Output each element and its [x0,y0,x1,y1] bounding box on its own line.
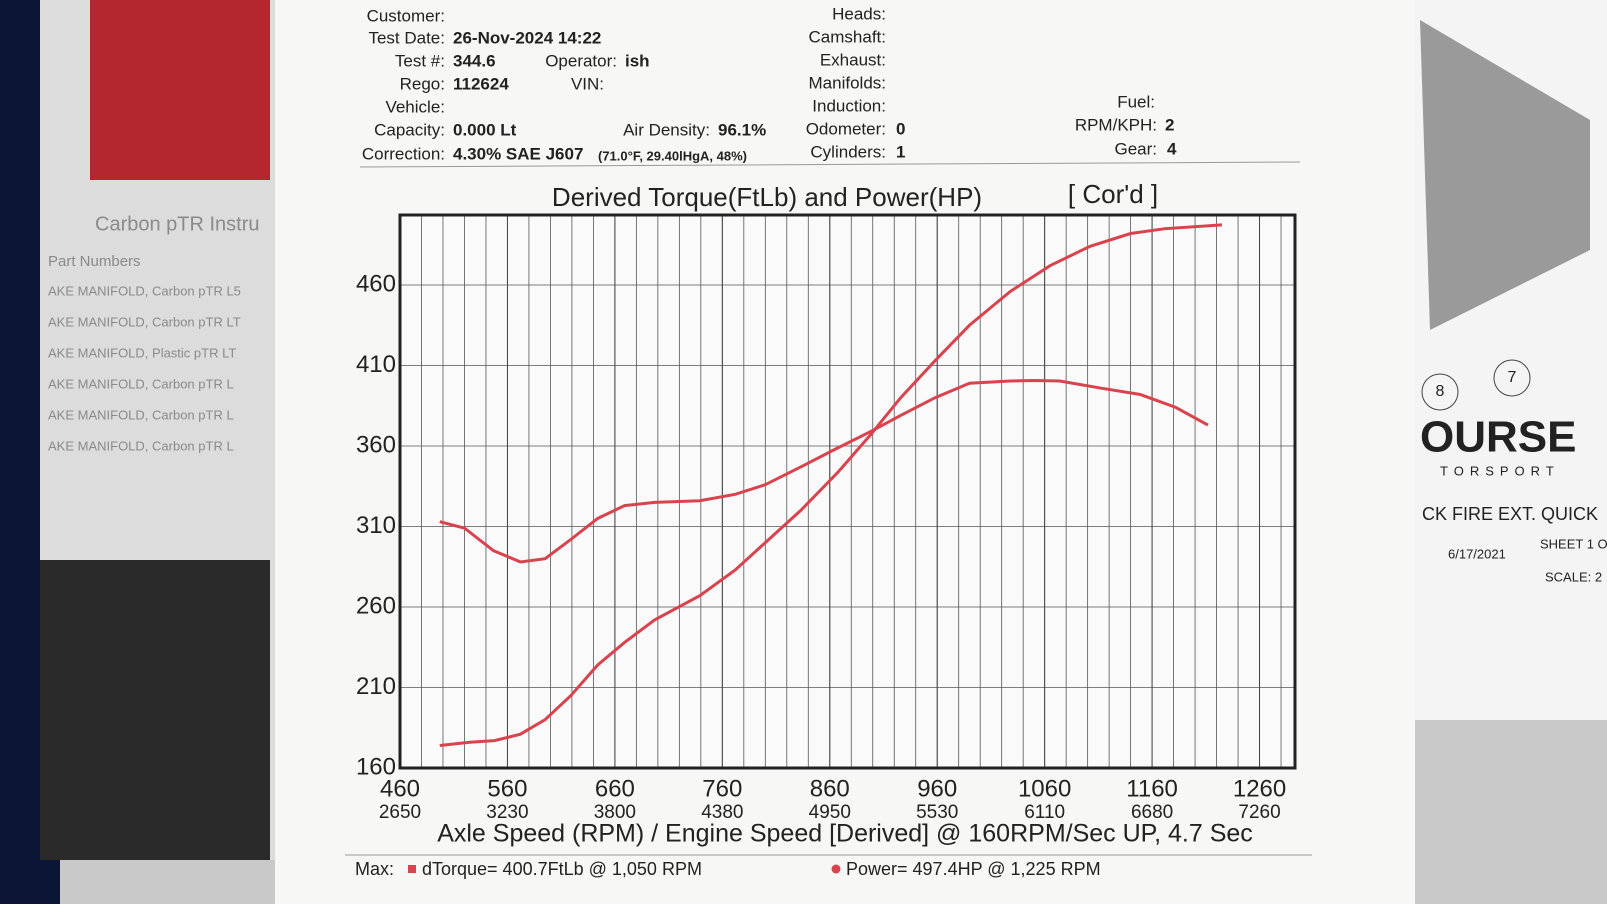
plot-frame [398,213,1297,770]
field-label: Manifolds: [809,73,886,92]
field-value: 96.1% [718,120,766,139]
brochure-sub: Part Numbers [48,253,141,270]
field-value: 0 [896,119,905,138]
series-line [439,223,1223,747]
x-tick-label: 560 [487,775,527,802]
field-label: Fuel: [1117,92,1155,111]
x-tick-label: 460 [380,775,420,802]
field-label: Vehicle: [385,97,445,116]
field-value: 1 [896,142,905,161]
field-label: Exhaust: [820,50,886,69]
brochure-item: AKE MANIFOLD, Carbon pTR L [48,376,234,391]
y-tick-label: 310 [356,512,396,539]
x2-tick-label: 4950 [809,802,851,823]
brochure-title: Carbon pTR Instru [95,213,260,235]
footer-power: Power= 497.4HP @ 1,225 RPM [846,859,1101,879]
field-label: Air Density: [623,120,710,139]
x-tick-label: 1060 [1018,775,1071,802]
field-label: Camshaft: [809,27,886,46]
field-value: 0.000 Lt [453,120,517,139]
drawing-date: 6/17/2021 [1448,546,1506,561]
field-label: RPM/KPH: [1075,115,1157,134]
series-line [439,378,1209,564]
drawing-part [1420,20,1590,330]
field-label: Test Date: [368,28,445,47]
drawing-brand: OURSE [1420,413,1576,462]
x-tick-label: 660 [595,775,635,802]
field-label: Capacity: [374,120,445,139]
drawing-scale: SCALE: 2 [1545,569,1602,584]
x2-tick-label: 2650 [379,802,421,823]
x2-tick-label: 6110 [1024,802,1065,823]
x-tick-label: 1160 [1126,775,1178,802]
brochure-item: AKE MANIFOLD, Carbon pTR L [48,407,234,422]
callout-label: 8 [1436,383,1445,400]
footer-label: Max: [355,859,394,879]
y-tick-label: 360 [356,431,396,458]
chart-title: Derived Torque(FtLb) and Power(HP) [552,182,982,212]
y-tick-label: 260 [356,592,396,619]
x2-tick-label: 3230 [486,802,528,823]
drawing-sub: TORSPORT [1440,463,1560,478]
field-label: Test #: [395,51,445,70]
x2-tick-label: 5530 [916,802,958,823]
field-label: Odometer: [806,119,886,138]
field-label: Cylinders: [810,142,886,161]
field-label: Customer: [367,6,445,25]
field-label: Heads: [832,4,886,23]
field-value: ish [625,51,650,70]
callout-label: 7 [1508,369,1517,386]
x-tick-label: 960 [917,775,957,802]
brochure-logo [90,0,270,180]
plot-area [400,215,1295,768]
x-tick-label: 1260 [1233,775,1286,802]
torque-marker [408,865,416,873]
field-value: 26-Nov-2024 14:22 [453,28,601,47]
field-label: Operator: [545,51,617,70]
callout [1421,373,1459,411]
field-label: VIN: [571,74,604,93]
field-label: Rego: [400,74,445,93]
drawing-title: CK FIRE EXT. QUICK [1422,504,1598,524]
field-value: 344.6 [453,51,496,70]
brochure-item: AKE MANIFOLD, Carbon pTR L [48,438,234,453]
rule [359,161,1301,168]
field-label: Gear: [1114,139,1157,158]
brochure-item: AKE MANIFOLD, Carbon pTR L5 [48,283,241,298]
y-tick-label: 410 [356,351,396,378]
power-marker [831,864,841,874]
x2-tick-label: 4380 [701,802,743,823]
brochure-photo [40,560,270,860]
brochure-item: AKE MANIFOLD, Carbon pTR LT [48,314,241,329]
brochure-item: AKE MANIFOLD, Plastic pTR LT [48,345,236,360]
field-label: Correction: [362,144,445,163]
field-value: 2 [1165,115,1174,134]
y-tick-label: 460 [356,270,396,297]
field-label: Induction: [812,96,886,115]
field-value: 112624 [453,74,509,93]
x2-tick-label: 6680 [1131,802,1173,823]
field-value: 4.30% SAE J607 [453,144,583,163]
chart-tag: [ Cor'd ] [1068,179,1158,209]
field-value: 4 [1167,139,1177,158]
x-tick-label: 760 [702,775,742,802]
x2-tick-label: 7260 [1238,802,1280,823]
drawing-sheet-no: SHEET 1 O [1540,536,1607,551]
y-tick-label: 210 [356,673,396,700]
y-tick-label: 160 [356,753,396,780]
callout [1493,359,1531,397]
x-tick-label: 860 [810,775,850,802]
x-axis-title: Axle Speed (RPM) / Engine Speed [Derived… [437,820,1253,848]
footer-torque: dTorque= 400.7FtLb @ 1,050 RPM [422,859,702,879]
field-note: (71.0°F, 29.40lHgA, 48%) [598,148,747,163]
x2-tick-label: 3800 [594,802,636,823]
